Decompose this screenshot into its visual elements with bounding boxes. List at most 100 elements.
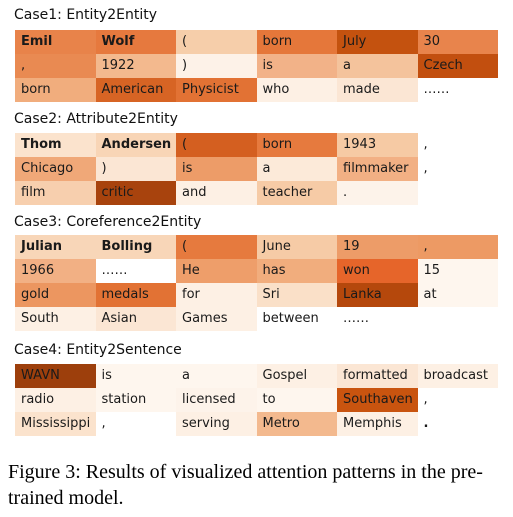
token-row: Mississippi, serving Metro Memphis. (15, 412, 498, 436)
token-cell: ( (176, 235, 257, 259)
token-cell: film (15, 181, 96, 205)
token-row: WAVN is a Gospel formatted broadcast (15, 364, 498, 388)
token-cell: serving (176, 412, 257, 436)
token-cell: made (337, 78, 418, 102)
token-cell: ( (176, 133, 257, 157)
token-cell: a (256, 157, 337, 181)
case4-title: Case4: Entity2Sentence (14, 342, 182, 358)
token-cell: Sri (256, 283, 337, 307)
token-cell: Mississippi (15, 412, 96, 436)
token-cell: 19 (337, 235, 418, 259)
token-cell: and (176, 181, 257, 205)
token-cell: has (256, 259, 337, 283)
token-cell: born (15, 78, 96, 102)
token-cell: 15 (417, 259, 498, 283)
token-cell: …… (417, 78, 498, 102)
case4-attention-grid: WAVN is a Gospel formatted broadcast radio stat… (15, 364, 498, 436)
token-cell: Thom (15, 133, 96, 157)
token-cell: who (256, 78, 337, 102)
token-row: film critic and teacher. (15, 181, 498, 205)
case3-title: Case3: Coreference2Entity (14, 214, 202, 230)
token-cell: June (256, 235, 337, 259)
token-cell: is (95, 364, 176, 388)
token-cell: is (176, 157, 257, 181)
token-cell: . (417, 412, 498, 436)
token-cell: for (176, 283, 257, 307)
case1-title: Case1: Entity2Entity (14, 7, 157, 23)
token-cell: won (337, 259, 418, 283)
token-cell (417, 181, 498, 205)
token-cell: WAVN (15, 364, 96, 388)
token-cell: formatted (337, 364, 418, 388)
case2-title: Case2: Attribute2Entity (14, 111, 178, 127)
token-cell: teacher (256, 181, 337, 205)
token-cell: . (337, 181, 418, 205)
token-cell: , (95, 412, 176, 436)
case2-attention-grid: Thom Andersen(born 1943, Chicago) is a filmmak… (15, 133, 498, 205)
token-cell: a (176, 364, 257, 388)
token-row: radio station licensed to Southaven, (15, 388, 498, 412)
token-cell: critic (95, 181, 176, 205)
token-cell: ) (176, 54, 257, 78)
token-cell: ) (95, 157, 176, 181)
token-cell: American (95, 78, 176, 102)
token-cell (417, 307, 498, 331)
token-cell: Wolf (95, 30, 176, 54)
token-cell: …… (95, 259, 176, 283)
token-row: gold medals for Sri Lanka at (15, 283, 498, 307)
token-cell: Julian (15, 235, 96, 259)
token-cell: Southaven (337, 388, 418, 412)
token-cell: Gospel (256, 364, 337, 388)
token-cell: Physicist (176, 78, 257, 102)
token-cell: born (256, 133, 337, 157)
token-cell: broadcast (417, 364, 498, 388)
token-cell: 1943 (337, 133, 418, 157)
token-cell: Chicago (15, 157, 96, 181)
token-row: Thom Andersen(born 1943, (15, 133, 498, 157)
token-cell: Asian (95, 307, 176, 331)
case3-attention-grid: Julian Bolling(June 19, 1966…… He has won 15 gol… (15, 235, 498, 331)
token-cell: radio (15, 388, 96, 412)
token-cell: South (15, 307, 96, 331)
token-cell: July (337, 30, 418, 54)
case1-attention-grid: Emil Wolf(born July 30, 1922) is a Czech born Ame… (15, 30, 498, 102)
token-row: Julian Bolling(June 19, (15, 235, 498, 259)
token-row: , 1922) is a Czech (15, 54, 498, 78)
token-cell: filmmaker (337, 157, 418, 181)
token-cell: He (176, 259, 257, 283)
token-cell: 1922 (95, 54, 176, 78)
token-cell: …… (337, 307, 418, 331)
token-cell: 30 (417, 30, 498, 54)
token-cell: between (256, 307, 337, 331)
token-row: 1966…… He has won 15 (15, 259, 498, 283)
token-cell: , (417, 133, 498, 157)
token-row: born American Physicist who made…… (15, 78, 498, 102)
token-cell: 1966 (15, 259, 96, 283)
token-cell: Bolling (95, 235, 176, 259)
token-cell: is (256, 54, 337, 78)
token-cell: licensed (176, 388, 257, 412)
token-cell: a (337, 54, 418, 78)
token-cell: station (95, 388, 176, 412)
token-cell: Metro (256, 412, 337, 436)
token-cell: Memphis (337, 412, 418, 436)
token-row: Chicago) is a filmmaker, (15, 157, 498, 181)
token-cell: born (256, 30, 337, 54)
token-cell: ( (176, 30, 257, 54)
token-cell: , (417, 157, 498, 181)
token-cell: , (417, 388, 498, 412)
token-cell: at (417, 283, 498, 307)
token-cell: medals (95, 283, 176, 307)
token-cell: Emil (15, 30, 96, 54)
token-cell: , (417, 235, 498, 259)
token-cell: to (256, 388, 337, 412)
token-row: Emil Wolf(born July 30 (15, 30, 498, 54)
token-row: South Asian Games between…… (15, 307, 498, 331)
token-cell: gold (15, 283, 96, 307)
token-cell: , (15, 54, 96, 78)
token-cell: Andersen (95, 133, 176, 157)
figure-caption: Figure 3: Results of visualized attentio… (8, 461, 483, 509)
token-cell: Czech (417, 54, 498, 78)
token-cell: Lanka (337, 283, 418, 307)
